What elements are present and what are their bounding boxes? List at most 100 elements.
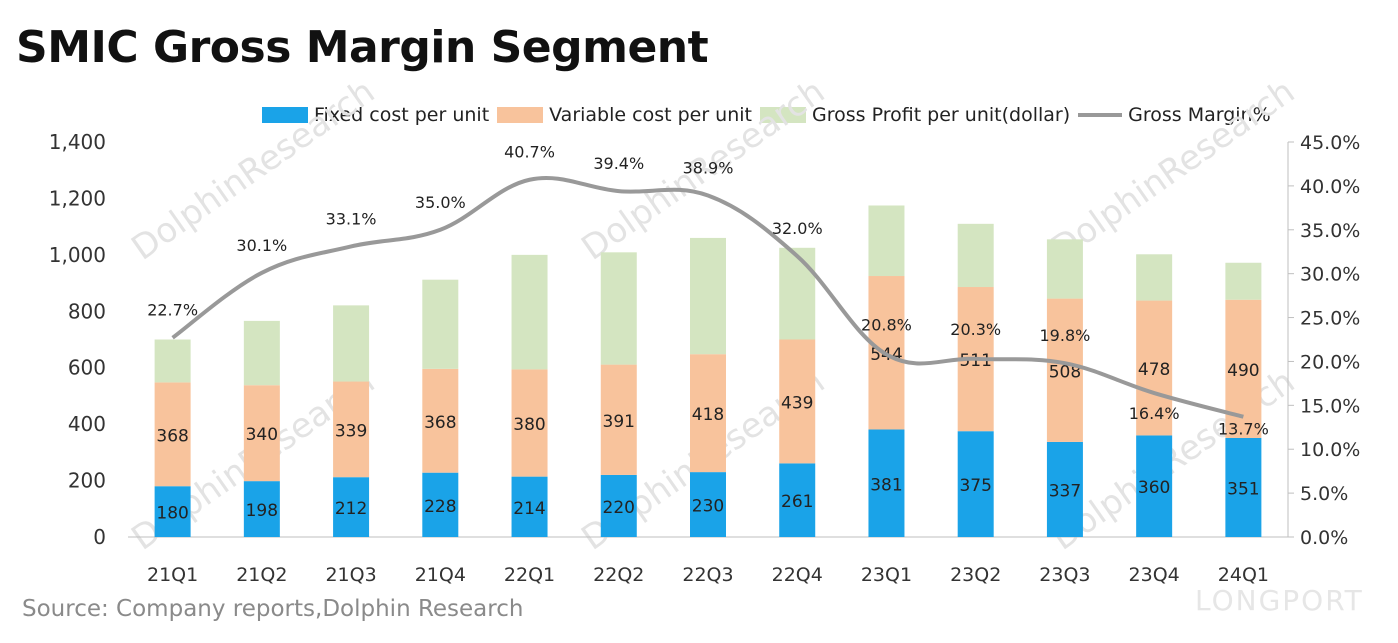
bar-fixed-cost [243, 481, 280, 537]
data-label-gross-margin: 20.8% [861, 315, 912, 334]
legend-label-gross-margin: Gross Margin% [1128, 104, 1271, 126]
legend-item-fixed-cost[interactable]: Fixed cost per unit [262, 104, 489, 126]
bar-fixed-cost [779, 463, 816, 537]
data-label-fixed-cost: 228 [424, 497, 456, 517]
data-label-gross-margin: 16.4% [1129, 404, 1180, 423]
bar-gross-profit [779, 247, 816, 340]
data-label-gross-margin: 22.7% [147, 301, 198, 320]
x-tick-label: 22Q2 [593, 564, 644, 586]
bar-gross-profit [1225, 262, 1262, 300]
legend-item-gross-margin[interactable]: Gross Margin% [1078, 104, 1271, 126]
bar-gross-profit [422, 279, 459, 369]
data-label-gross-margin: 40.7% [504, 143, 555, 162]
bar-fixed-cost [511, 476, 548, 537]
data-label-fixed-cost: 375 [959, 476, 991, 496]
bar-variable-cost [779, 339, 816, 464]
x-tick-label: 23Q4 [1129, 564, 1180, 586]
data-label-fixed-cost: 337 [1049, 481, 1081, 501]
data-label-fixed-cost: 180 [156, 504, 188, 524]
bar-fixed-cost [957, 431, 994, 537]
legend-swatch-fixed-cost [262, 107, 308, 123]
legend-label-variable-cost: Variable cost per unit [549, 104, 752, 126]
y-right-tick-label: 0.0% [1300, 527, 1348, 549]
data-label-fixed-cost: 381 [870, 475, 902, 495]
x-tick-label: 23Q1 [861, 564, 912, 586]
y-left-tick-label: 200 [68, 469, 106, 493]
data-label-fixed-cost: 212 [335, 499, 367, 519]
legend-swatch-gross-profit [760, 107, 806, 123]
bar-fixed-cost [1046, 441, 1083, 537]
data-label-gross-margin: 38.9% [683, 159, 734, 178]
data-label-variable-cost: 339 [335, 421, 367, 441]
data-label-gross-margin: 33.1% [326, 209, 377, 228]
data-label-fixed-cost: 261 [781, 492, 813, 512]
bar-gross-profit [243, 320, 280, 386]
legend-item-variable-cost[interactable]: Variable cost per unit [497, 104, 752, 126]
data-label-fixed-cost: 220 [603, 498, 635, 518]
y-right-tick-label: 15.0% [1300, 395, 1360, 417]
data-label-gross-margin: 20.3% [950, 320, 1001, 339]
bar-variable-cost [511, 369, 548, 477]
data-label-variable-cost: 391 [603, 412, 635, 432]
y-right-tick-label: 40.0% [1300, 176, 1360, 198]
chart-title: SMIC Gross Margin Segment [16, 22, 709, 73]
legend-label-fixed-cost: Fixed cost per unit [314, 104, 490, 126]
y-left-tick-label: 400 [68, 412, 106, 436]
y-right-tick-label: 45.0% [1300, 132, 1360, 154]
bar-variable-cost [243, 385, 280, 482]
bar-variable-cost [600, 364, 637, 475]
y-left-tick-label: 600 [68, 356, 106, 380]
bar-fixed-cost [600, 474, 637, 537]
data-label-gross-margin: 19.8% [1040, 326, 1091, 345]
legend-label-gross-profit: Gross Profit per unit(dollar) [812, 104, 1071, 126]
x-tick-label: 23Q3 [1039, 564, 1090, 586]
bar-fixed-cost [422, 472, 459, 537]
x-tick-label: 24Q1 [1218, 564, 1269, 586]
legend-swatch-variable-cost [497, 107, 544, 123]
data-label-variable-cost: 490 [1227, 361, 1259, 381]
legend-item-gross-profit[interactable]: Gross Profit per unit(dollar) [760, 104, 1070, 126]
x-tick-label: 21Q1 [147, 564, 198, 586]
bar-fixed-cost [154, 486, 191, 537]
y-left-tick-label: 1,200 [49, 186, 106, 210]
y-left-tick-label: 0 [93, 525, 106, 549]
bar-gross-profit [600, 252, 637, 365]
line-gross-margin [171, 175, 1244, 419]
y-left-tick-label: 1,400 [49, 130, 106, 154]
data-label-variable-cost: 368 [424, 413, 456, 433]
bar-gross-profit [333, 305, 370, 382]
y-left-tick-label: 800 [68, 299, 106, 323]
data-label-fixed-cost: 351 [1227, 479, 1259, 499]
bar-gross-profit [154, 339, 191, 383]
x-tick-label: 22Q3 [682, 564, 733, 586]
x-tick-label: 22Q4 [772, 564, 823, 586]
bar-gross-profit [868, 205, 905, 277]
bar-gross-profit [511, 254, 548, 370]
bar-gross-profit [957, 223, 994, 288]
data-label-variable-cost: 511 [959, 351, 991, 371]
bar-fixed-cost [690, 472, 726, 537]
data-label-variable-cost: 340 [246, 425, 278, 445]
bar-gross-profit [1046, 239, 1083, 299]
y-right-tick-label: 10.0% [1300, 439, 1360, 461]
y-right-tick-label: 35.0% [1300, 220, 1360, 242]
x-tick-label: 21Q3 [325, 564, 376, 586]
data-label-variable-cost: 368 [156, 426, 188, 446]
data-label-gross-margin: 32.0% [772, 219, 823, 238]
bar-gross-profit [690, 237, 726, 355]
bar-gross-profit [1136, 254, 1173, 301]
data-label-fixed-cost: 214 [513, 499, 545, 519]
x-tick-label: 21Q2 [236, 564, 287, 586]
bar-variable-cost [333, 381, 370, 478]
data-label-gross-margin: 35.0% [415, 193, 466, 212]
data-label-variable-cost: 418 [692, 405, 724, 425]
data-label-variable-cost: 380 [513, 415, 545, 435]
data-label-variable-cost: 508 [1049, 362, 1081, 382]
bar-variable-cost [154, 382, 191, 487]
y-right-tick-label: 30.0% [1300, 264, 1360, 286]
source-note: Source: Company reports,Dolphin Research [22, 596, 524, 622]
data-label-variable-cost: 478 [1138, 360, 1170, 380]
bar-fixed-cost [868, 429, 905, 537]
y-right-tick-label: 25.0% [1300, 308, 1360, 330]
bar-fixed-cost [1136, 435, 1173, 537]
